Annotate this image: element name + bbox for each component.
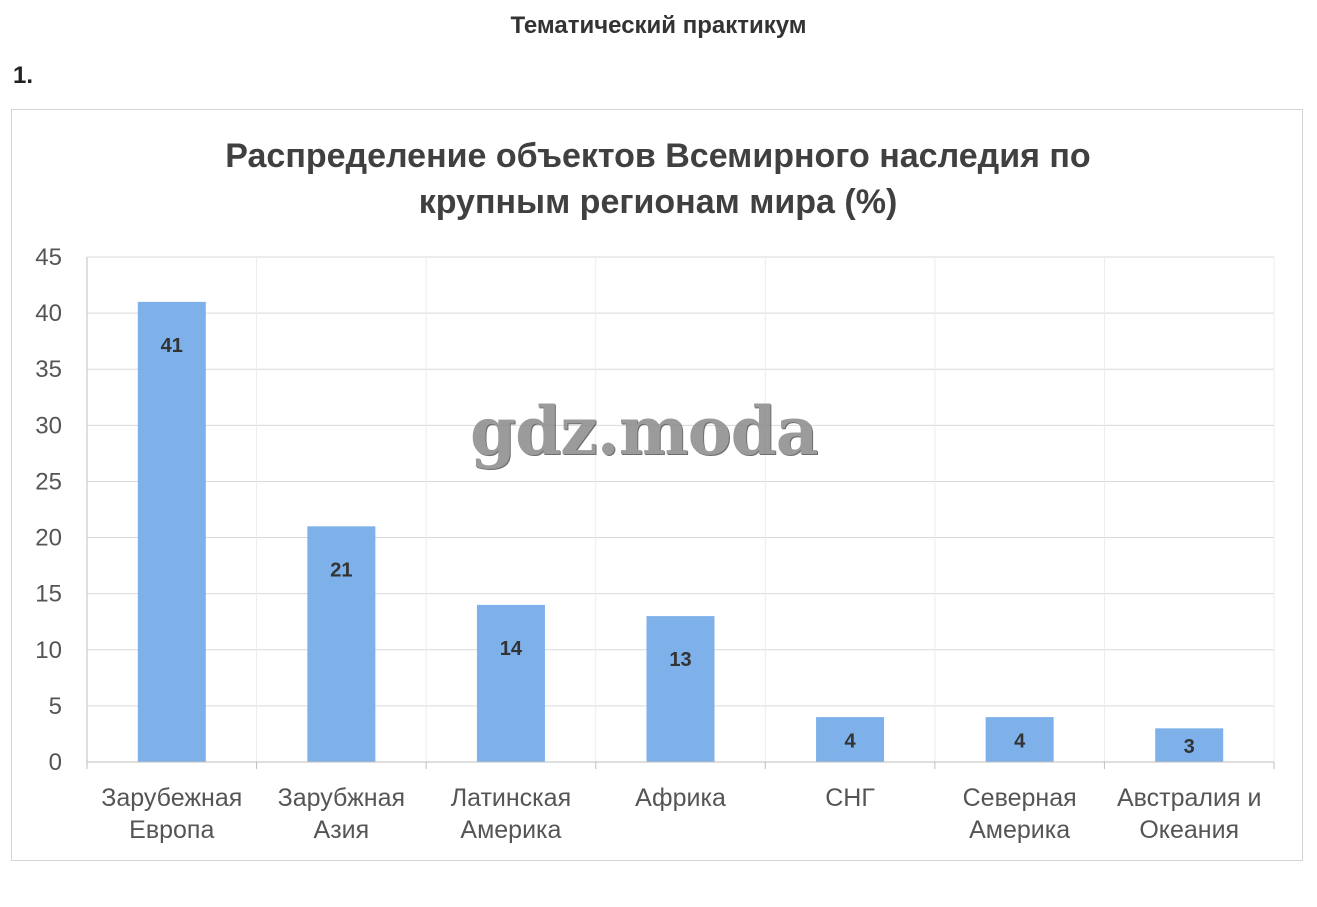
y-tick-label: 0 (49, 749, 62, 776)
task-number: 1. (13, 62, 34, 89)
chart-title: Распределение объектов Всемирного наслед… (225, 137, 1090, 221)
y-tick-label: 10 (35, 637, 62, 664)
y-tick-label: 5 (49, 693, 62, 720)
data-label: 4 (845, 731, 857, 753)
y-tick-label: 35 (35, 356, 62, 383)
y-tick-label: 40 (35, 300, 62, 327)
bars (137, 301, 1224, 762)
y-tick-label: 15 (35, 581, 62, 608)
y-tick-label: 30 (35, 412, 62, 439)
chart-title-line: Распределение объектов Всемирного наслед… (225, 137, 1090, 175)
x-category-label: Европа (129, 816, 214, 844)
labels: 0 5 10 15 20 25 30 35 40 45 41 Зарубежная Европа 21 За… (35, 244, 1261, 844)
x-category-label: Африка (635, 784, 726, 812)
x-category-label: Америка (460, 816, 561, 844)
bar (1155, 728, 1224, 762)
x-category-label: Океания (1139, 816, 1239, 844)
data-label: 21 (330, 559, 352, 581)
y-tick-label: 45 (35, 244, 62, 271)
bar (985, 717, 1054, 762)
chart-title-line: крупным регионам мира (%) (419, 183, 898, 221)
x-category-label: СНГ (825, 784, 875, 812)
bar (646, 616, 715, 762)
x-category-label: Азия (314, 816, 370, 844)
y-tick-label: 25 (35, 468, 62, 495)
x-category-label: Северная (963, 784, 1077, 812)
x-category-label: Латинская (451, 784, 571, 812)
x-category-label: Австралия и (1117, 784, 1261, 812)
bar (307, 526, 376, 762)
y-tick-label: 20 (35, 525, 62, 552)
x-category-label: Америка (969, 816, 1070, 844)
bar (476, 604, 545, 762)
x-category-label: Зарубежная (101, 784, 242, 812)
page-heading: Тематический практикум (510, 12, 807, 39)
data-label: 41 (161, 335, 183, 357)
x-category-label: Зарубжная (278, 784, 405, 812)
chart-frame: Распределение объектов Всемирного наслед… (11, 109, 1303, 861)
bar-chart: Распределение объектов Всемирного наслед… (35, 137, 1275, 844)
data-label: 14 (500, 638, 523, 660)
bar (816, 717, 885, 762)
data-label: 13 (669, 649, 691, 671)
bar (137, 301, 206, 762)
data-label: 4 (1014, 731, 1026, 753)
axes (86, 257, 1275, 769)
data-label: 3 (1184, 736, 1195, 758)
